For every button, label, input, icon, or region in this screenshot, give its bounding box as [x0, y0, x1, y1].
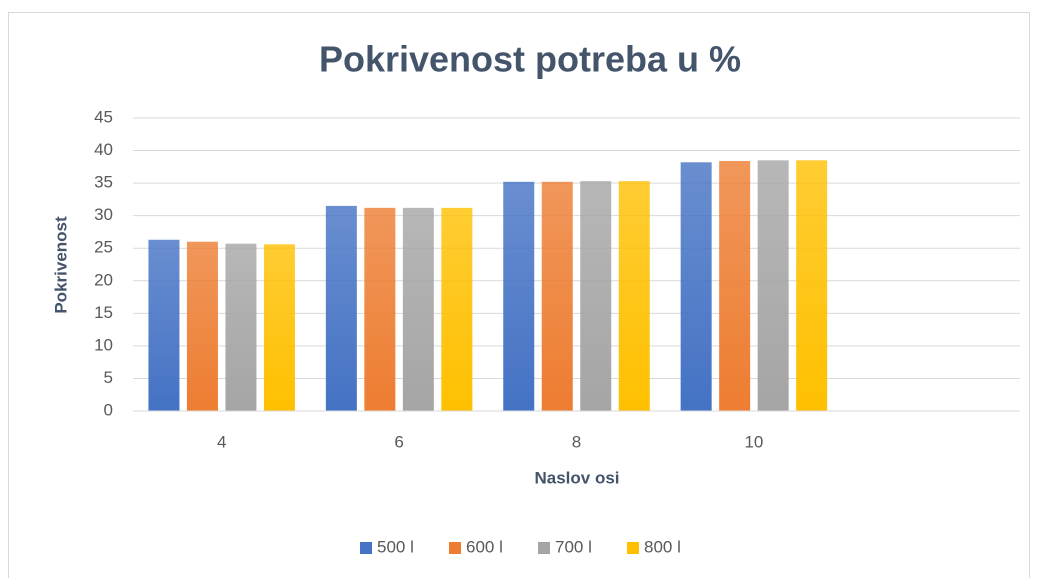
x-tick-label: 10 [744, 432, 763, 451]
y-tick-label: 45 [94, 107, 113, 126]
x-tick-label: 4 [217, 432, 226, 451]
x-axis-label: Naslov osi [534, 468, 619, 487]
bar [263, 244, 295, 411]
legend-label: 600 l [466, 537, 503, 556]
bar [757, 160, 789, 411]
y-tick-label: 40 [94, 140, 113, 159]
bar [680, 162, 712, 411]
y-tick-label: 10 [94, 335, 113, 354]
y-tick-label: 35 [94, 173, 113, 192]
legend-label: 700 l [555, 537, 592, 556]
bar [186, 241, 218, 411]
legend-swatch [360, 542, 372, 554]
y-tick-label: 5 [104, 368, 113, 387]
bar [325, 205, 357, 411]
y-axis-label: Pokrivenost [51, 216, 70, 314]
bar [402, 207, 434, 411]
bar [364, 207, 396, 411]
legend-swatch [538, 542, 550, 554]
bar [580, 181, 612, 411]
bar [618, 181, 650, 411]
legend-swatch [627, 542, 639, 554]
x-tick-label: 8 [572, 432, 581, 451]
legend-label: 500 l [377, 537, 414, 556]
bar [148, 239, 180, 411]
bar [541, 181, 573, 411]
x-tick-label: 6 [394, 432, 403, 451]
bar [719, 160, 751, 411]
chart-title: Pokrivenost potreba u % [319, 39, 741, 80]
bar [441, 207, 473, 411]
y-tick-label: 25 [94, 238, 113, 257]
bar [225, 243, 257, 411]
y-tick-label: 30 [94, 205, 113, 224]
bar [503, 181, 535, 411]
y-tick-label: 15 [94, 303, 113, 322]
y-tick-label: 0 [104, 400, 113, 419]
bar [796, 160, 828, 411]
legend-swatch [449, 542, 461, 554]
legend-label: 800 l [644, 537, 681, 556]
y-tick-label: 20 [94, 270, 113, 289]
